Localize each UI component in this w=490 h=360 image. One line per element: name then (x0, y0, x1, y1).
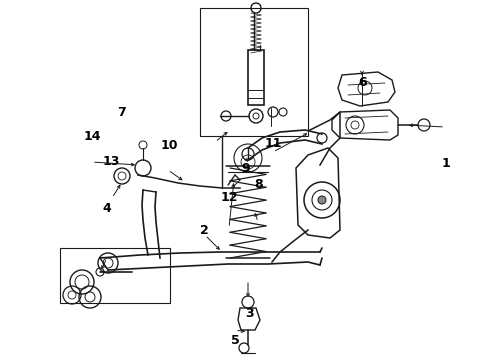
Text: 14: 14 (83, 130, 101, 143)
Text: 3: 3 (245, 307, 254, 320)
Text: 1: 1 (441, 157, 450, 170)
Text: 8: 8 (254, 178, 263, 191)
Circle shape (318, 196, 326, 204)
Bar (200, 8, 308, 136)
Text: 7: 7 (117, 106, 126, 119)
Bar (60, 248, 170, 303)
Text: 2: 2 (200, 224, 209, 237)
Text: 4: 4 (102, 202, 111, 215)
Text: 11: 11 (265, 137, 282, 150)
Text: 5: 5 (231, 334, 240, 347)
Text: 13: 13 (103, 155, 121, 168)
Text: 12: 12 (220, 191, 238, 204)
Bar (248, 50, 264, 105)
Text: 9: 9 (242, 162, 250, 175)
Text: 10: 10 (160, 139, 178, 152)
Text: 6: 6 (358, 76, 367, 89)
